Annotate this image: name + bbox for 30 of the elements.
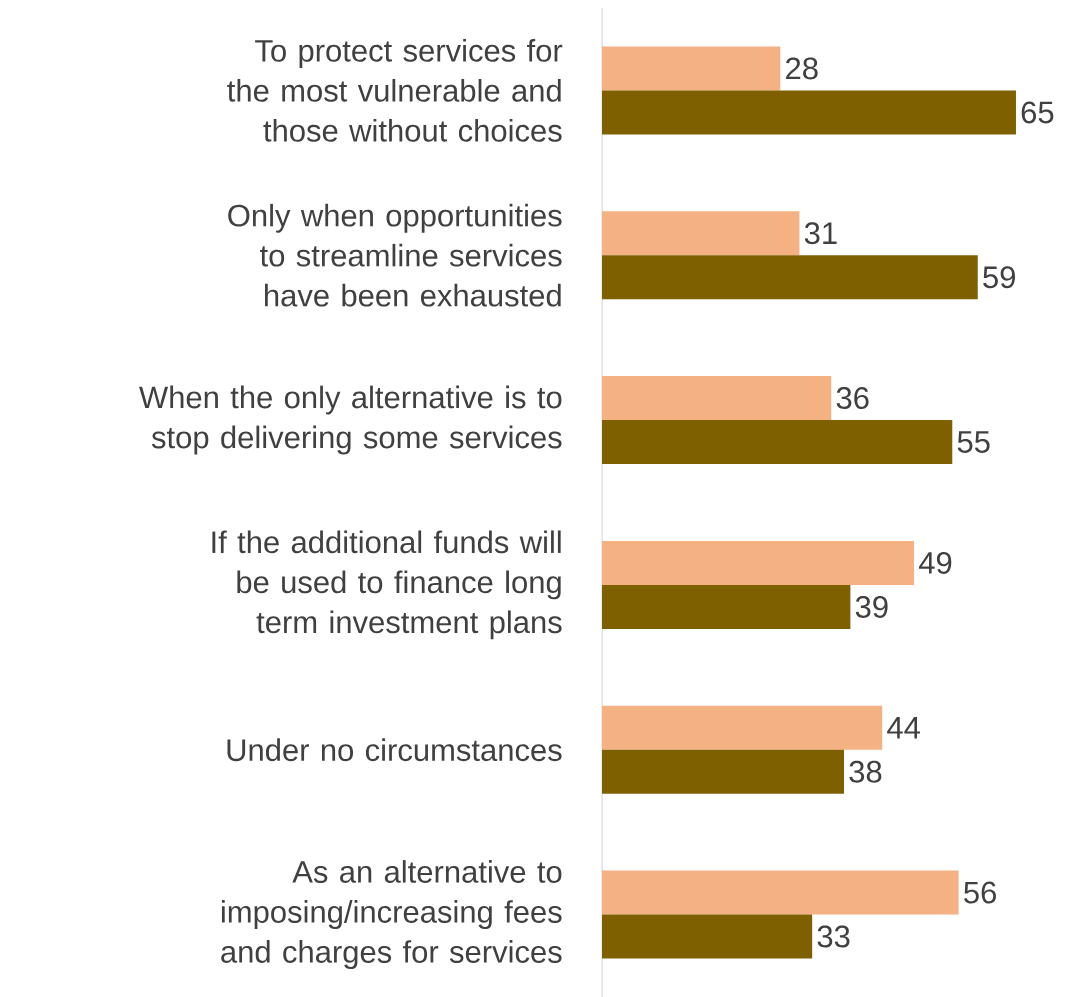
data-label: 38 [849,760,882,783]
data-label: 56 [964,881,996,904]
bar [602,870,959,915]
bar [602,255,978,300]
bar [602,46,781,91]
data-label: 55 [957,431,990,453]
data-label: 28 [786,57,818,80]
data-label: 49 [918,551,952,574]
data-label: 36 [836,387,869,410]
bar [602,584,851,629]
y-tick-label: If the additional funds will be used to finance long term investment plans [212,530,562,640]
y-tick-label: Only when opportunities to streamline services have been exhausted [228,203,562,307]
bar [602,914,813,959]
data-label: 65 [1021,101,1054,124]
data-label: 44 [887,717,920,739]
data-label: 39 [855,595,888,618]
data-label: 59 [983,266,1015,289]
bar [602,705,883,750]
bar [602,540,915,585]
data-label: 31 [804,222,837,245]
bar [602,420,953,465]
y-tick-label: As an alternative to imposing/increasing fees and charges for services [221,860,562,970]
bar [602,90,1016,135]
data-label: 33 [817,925,850,948]
y-tick-label: When the only alternative is to stop delivering some services [139,385,562,455]
y-tick-label: Under no circumstances [227,738,562,762]
bar [602,749,845,794]
bar [602,211,800,256]
bar [602,376,832,421]
y-tick-label: To protect services for the most vulnerable and those without choices [227,39,563,142]
